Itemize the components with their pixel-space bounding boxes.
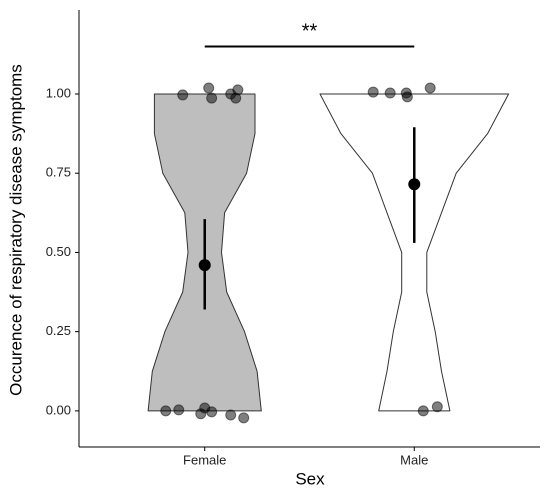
jitter-point <box>367 86 379 98</box>
jitter-point <box>177 89 189 101</box>
jitter-point <box>424 82 436 94</box>
violin <box>319 93 510 412</box>
jitter-point <box>232 84 244 96</box>
jitter-point <box>160 405 172 417</box>
jitter-point <box>203 82 215 94</box>
y-tick-label: 0.25 <box>46 323 71 338</box>
mean-point <box>408 178 421 191</box>
jitter-point <box>431 401 443 413</box>
x-tick-label: Male <box>400 452 428 467</box>
jitter-point <box>206 92 218 104</box>
jitter-point <box>417 405 429 417</box>
y-tick-label: 0.00 <box>46 402 71 417</box>
jitter-point <box>238 412 250 424</box>
mean-point <box>198 259 211 272</box>
jitter-point <box>225 409 237 421</box>
jitter-point <box>173 404 185 416</box>
jitter-point <box>206 406 218 418</box>
y-axis-title: Occurence of respiratory disease symptom… <box>6 64 25 396</box>
y-tick-label: 0.75 <box>46 165 71 180</box>
x-tick-label: Female <box>183 452 226 467</box>
jitter-point <box>384 87 396 99</box>
x-axis-title: Sex <box>295 469 325 488</box>
y-tick-label: 0.50 <box>46 244 71 259</box>
y-tick-label: 1.00 <box>46 85 71 100</box>
significance-label: ** <box>302 21 318 43</box>
jitter-point <box>401 91 413 103</box>
